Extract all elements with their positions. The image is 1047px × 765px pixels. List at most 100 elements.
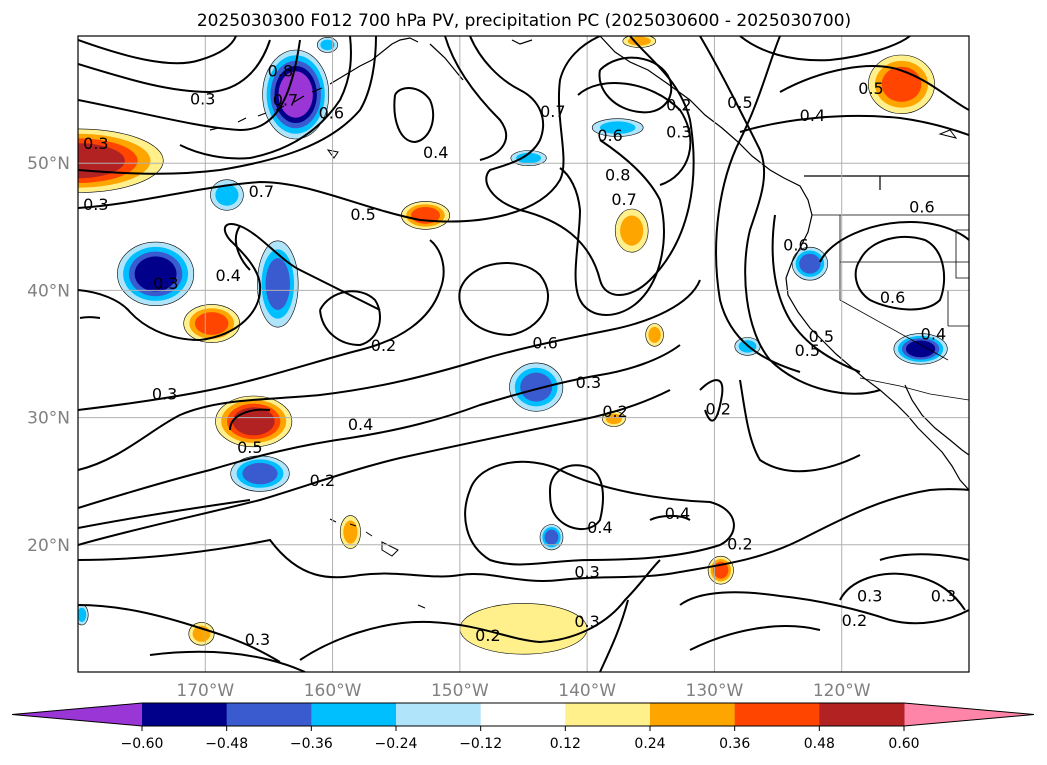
precip-anomaly-blob: [262, 49, 330, 140]
pv-contour: [689, 625, 821, 651]
contour-label: 0.5: [809, 327, 834, 346]
contour-label: 0.2: [842, 611, 867, 630]
latitude-tick-label: 50°N: [27, 154, 70, 174]
precip-level-fill: [134, 256, 177, 292]
precip-anomaly-blob: [400, 201, 450, 230]
pv-contour: [78, 36, 601, 223]
precip-anomaly-blob: [791, 246, 829, 281]
latitude-tick-label: 20°N: [27, 536, 70, 556]
contour-label: 0.5: [237, 438, 262, 457]
pv-contour: [559, 139, 665, 316]
pv-contour: [444, 36, 507, 161]
contour-label: 0.2: [475, 626, 500, 645]
contour-label: 0.4: [921, 325, 946, 344]
latitude-tick-label: 40°N: [27, 281, 70, 301]
precip-level-fill: [278, 71, 313, 118]
precip-level-fill: [242, 462, 278, 485]
contour-label: 0.7: [540, 102, 565, 121]
precip-anomaly-blob: [510, 150, 547, 166]
pv-contour: [879, 553, 969, 561]
precip-anomaly-blob: [602, 410, 626, 427]
contour-label: 0.2: [371, 336, 396, 355]
coastline-alaska: [329, 36, 813, 216]
border-us-mexico: [859, 377, 969, 401]
pv-contour: [78, 39, 271, 94]
contour-label: 0.5: [350, 205, 375, 224]
pv-contour-labels: 0.30.30.80.70.60.40.70.60.20.30.50.50.40…: [83, 61, 956, 649]
contour-label: 0.2: [310, 471, 335, 490]
precip-level-fill: [194, 312, 229, 335]
precip-anomaly-blob: [645, 323, 664, 347]
pv-contour: [78, 604, 281, 663]
precip-anomaly-blob: [257, 240, 299, 328]
contour-label: 0.5: [858, 79, 883, 98]
pv-contour: [149, 650, 306, 672]
precip-anomaly-blob: [230, 455, 290, 492]
longitude-tick-label: 170°W: [176, 681, 234, 701]
latitude-tick-labels: 20°N 30°N 40°N 50°N: [27, 154, 70, 556]
colorbar-tick-label: −0.24: [375, 736, 418, 752]
colorbar: −0.60 −0.48 −0.36 −0.24 −0.12 0.12 0.24 0.36 0.4…: [11, 702, 1035, 752]
contour-label: 0.6: [909, 197, 934, 216]
pv-contour: [779, 65, 969, 111]
contour-label: 0.3: [190, 89, 215, 108]
contour-label: 0.2: [666, 96, 691, 115]
pv-contour: [78, 39, 301, 132]
pv-contour: [393, 87, 435, 144]
contour-label: 0.4: [348, 415, 373, 434]
precip-level-fill: [343, 520, 358, 544]
precip-level-fill: [799, 253, 821, 274]
precip-anomaly-blob: [215, 395, 293, 448]
precip-level-fill: [599, 121, 636, 134]
longitude-tick-label: 130°W: [686, 681, 744, 701]
pv-contour: [78, 36, 377, 175]
contour-label: 0.8: [268, 61, 293, 80]
pv-contour: [319, 290, 381, 347]
pv-contour: [739, 379, 861, 473]
pv-contour: [854, 235, 946, 311]
contour-label: 0.7: [611, 190, 636, 209]
pv-contour: [577, 82, 692, 186]
colorbar-segment: [142, 703, 228, 726]
colorbar-segment: [396, 703, 482, 726]
colorbar-tick-label: 0.36: [719, 736, 750, 752]
map-frame: [77, 35, 970, 673]
contour-label: 0.4: [665, 504, 690, 523]
pv-contour: [599, 591, 969, 672]
contour-label: 0.5: [727, 93, 752, 112]
colorbar-tick-label: 0.60: [888, 736, 919, 752]
contour-label: 0.3: [576, 373, 601, 392]
precip-pc-fills: [78, 36, 948, 655]
pv-contour: [78, 222, 381, 342]
precip-level-fill: [516, 152, 542, 164]
precip-anomaly-blob: [614, 208, 649, 253]
precip-anomaly-blob: [868, 54, 935, 114]
colorbar-tick-label: −0.12: [459, 736, 502, 752]
contour-label: 0.7: [249, 182, 274, 201]
contour-label: 0.3: [931, 587, 956, 606]
colorbar-tick-label: 0.24: [634, 736, 665, 752]
precip-anomaly-blob: [509, 362, 564, 412]
pv-contour: [78, 389, 671, 546]
pv-contour: [549, 464, 604, 530]
pv-contour: [739, 114, 969, 136]
contour-label: 0.6: [880, 288, 905, 307]
contour-label: 0.3: [574, 612, 599, 631]
pv-contour: [78, 499, 251, 529]
precip-anomaly-blob: [117, 241, 195, 306]
contour-label: 0.2: [602, 402, 627, 421]
longitude-tick-label: 150°W: [431, 681, 489, 701]
colorbar-segment: [226, 703, 312, 726]
colorbar-tick-label: −0.36: [290, 736, 333, 752]
precip-level-fill: [320, 39, 335, 51]
border-us-canada: [804, 175, 969, 190]
contour-label: 0.4: [215, 266, 240, 285]
colorbar-tick-label: −0.48: [205, 736, 248, 752]
pv-contour: [598, 56, 673, 114]
contour-label: 0.6: [532, 334, 557, 353]
precip-anomaly-blob: [539, 524, 564, 551]
pv-contour: [78, 239, 445, 411]
pv-contour: [771, 214, 861, 373]
pv-contour: [458, 262, 550, 337]
pv-contour-lines: [78, 36, 969, 672]
